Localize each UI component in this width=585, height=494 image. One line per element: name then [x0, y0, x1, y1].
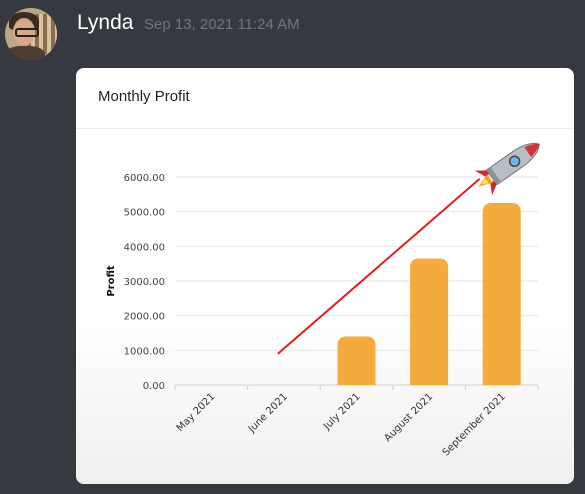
message-timestamp: Sep 13, 2021 11:24 AM [144, 16, 300, 33]
username[interactable]: Lynda [77, 11, 134, 34]
bar-july-2021 [337, 336, 376, 385]
y-tick-label: 5000.00 [124, 208, 165, 219]
x-tick-label: August 2021 [382, 391, 435, 444]
y-tick-label: 2000.00 [124, 312, 165, 323]
rocket-icon [474, 142, 540, 196]
card-title: Monthly Profit [98, 88, 190, 105]
bar-august-2021 [410, 258, 449, 385]
x-tick-label: May 2021 [175, 391, 218, 434]
x-tick-label: September 2021 [441, 391, 508, 458]
y-axis-label: Profit [106, 265, 117, 297]
x-tick-label: July 2021 [321, 391, 362, 432]
x-tick-label: June 2021 [246, 391, 290, 435]
card-header [76, 68, 574, 129]
bar-chart: 0.00 1000.00 2000.00 3000.00 4000.00 5000.00 6… [106, 142, 540, 458]
bar-september-2021 [482, 203, 521, 385]
chart-area: 0.00 1000.00 2000.00 3000.00 4000.00 5000.00 6… [76, 129, 574, 484]
y-tick-label: 6000.00 [124, 173, 165, 184]
y-tick-label: 0.00 [143, 381, 165, 392]
trend-line [277, 177, 481, 355]
y-tick-label: 3000.00 [124, 277, 165, 288]
y-tick-label: 4000.00 [124, 242, 165, 253]
y-tick-label: 1000.00 [124, 346, 165, 357]
avatar[interactable] [5, 8, 57, 60]
chart-card: Monthly Profit 0.00 1000.00 2000.00 3000.00… [76, 68, 574, 484]
